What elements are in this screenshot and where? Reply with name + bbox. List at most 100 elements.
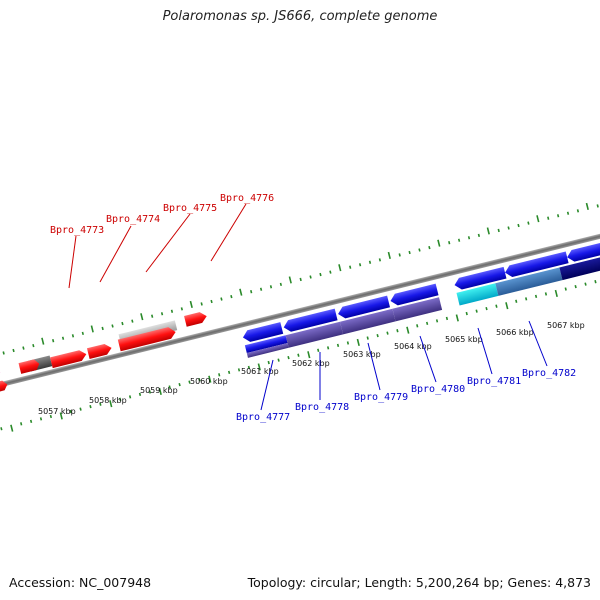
gene-feature-4781: [454, 266, 507, 290]
minor-tick: [69, 409, 72, 414]
major-tick: [239, 288, 243, 296]
gene-feature-red-small: [184, 312, 207, 327]
scale-label: 5059 kbp: [140, 386, 178, 395]
major-tick: [356, 338, 360, 347]
minor-tick: [227, 370, 231, 375]
leader-line: [210, 203, 247, 262]
minor-tick: [200, 302, 203, 306]
minor-tick: [477, 233, 481, 237]
gene-feature-4779: [338, 295, 390, 319]
minor-tick: [52, 339, 55, 343]
major-tick: [208, 375, 212, 383]
scale-label: 5064 kbp: [394, 342, 432, 351]
gene-feature-4773: [18, 359, 40, 374]
minor-tick: [269, 285, 273, 289]
gene-label: Bpro_4782: [522, 368, 576, 379]
gene-feature-pink: [0, 367, 1, 383]
minor-tick: [346, 341, 350, 345]
major-tick: [387, 251, 391, 260]
minor-tick: [267, 360, 270, 365]
minor-tick: [138, 392, 142, 397]
gene-label: Bpro_4774: [106, 214, 160, 225]
gene-label: Bpro_4773: [50, 225, 104, 236]
gene-feature-4775: [86, 343, 112, 359]
minor-tick: [32, 343, 35, 348]
minor-tick: [22, 346, 25, 350]
minor-tick: [121, 321, 124, 326]
minor-tick: [497, 228, 500, 233]
gene-feature-4780: [390, 283, 439, 306]
gene-label: Bpro_4778: [295, 402, 349, 413]
minor-tick: [99, 402, 102, 406]
minor-tick: [425, 321, 429, 325]
minor-tick: [465, 311, 468, 316]
minor-tick: [237, 368, 241, 372]
cds-feature-4781: [456, 283, 499, 306]
lower-tick-ring: [0, 280, 597, 432]
minor-tick: [29, 419, 33, 424]
minor-tick: [435, 319, 439, 323]
minor-tick: [596, 204, 599, 208]
minor-tick: [309, 275, 312, 279]
minor-tick: [81, 331, 84, 335]
minor-tick: [358, 263, 362, 267]
scale-label: 5066 kbp: [496, 328, 534, 337]
leader-line: [367, 342, 381, 391]
minor-tick: [131, 319, 134, 323]
major-tick: [486, 227, 490, 235]
minor-tick: [326, 346, 330, 350]
major-tick: [189, 300, 193, 309]
minor-tick: [151, 314, 154, 318]
minor-tick: [448, 241, 451, 245]
minor-tick: [297, 353, 300, 357]
gene-label: Bpro_4780: [411, 384, 465, 395]
gene-label: Bpro_4775: [163, 203, 217, 214]
minor-tick: [247, 365, 251, 370]
major-tick: [158, 387, 162, 396]
major-tick: [41, 337, 45, 345]
major-tick: [90, 325, 94, 333]
gene-feature-4776: [117, 327, 176, 352]
top-gene-labels: Bpro_4773 Bpro_4774 Bpro_4775 Bpro_4776: [50, 193, 274, 289]
cds-feature-4779: [339, 308, 396, 335]
major-tick: [536, 215, 540, 223]
major-tick: [554, 289, 558, 298]
minor-tick: [170, 309, 174, 313]
major-tick: [288, 276, 292, 284]
minor-tick: [279, 282, 283, 286]
accession-label: Accession: NC_007948: [9, 575, 152, 590]
major-tick: [59, 412, 63, 420]
minor-tick: [527, 221, 530, 225]
cds-feature-4778: [285, 321, 344, 348]
minor-tick: [277, 358, 280, 362]
minor-tick: [467, 236, 471, 240]
minor-tick: [594, 280, 597, 284]
minor-tick: [507, 226, 510, 230]
major-tick: [505, 302, 509, 310]
minor-tick: [188, 380, 191, 384]
leader-line: [477, 327, 493, 375]
minor-tick: [299, 277, 302, 282]
gene-label: Bpro_4776: [220, 193, 274, 204]
minor-tick: [210, 299, 213, 304]
minor-tick: [2, 351, 5, 355]
scale-label: 5062 kbp: [292, 359, 330, 368]
cds-feature-4777: [244, 335, 288, 354]
major-tick: [257, 363, 261, 371]
scale-labels: 5057 kbp 5058 kbp 5059 kbp 5060 kbp 5061…: [38, 321, 585, 416]
minor-tick: [89, 405, 92, 409]
minor-tick: [378, 258, 382, 262]
minor-tick: [220, 297, 223, 301]
minor-tick: [79, 407, 82, 411]
minor-tick: [71, 334, 75, 338]
minor-tick: [534, 294, 538, 299]
scale-label: 5065 kbp: [445, 335, 483, 344]
genome-backbone: [0, 216, 600, 405]
minor-tick: [259, 287, 263, 291]
minor-tick: [457, 238, 461, 242]
minor-tick: [101, 326, 104, 331]
gene-feature-4778: [283, 308, 338, 332]
minor-tick: [12, 348, 15, 353]
minor-tick: [428, 245, 431, 250]
major-tick: [10, 424, 14, 432]
